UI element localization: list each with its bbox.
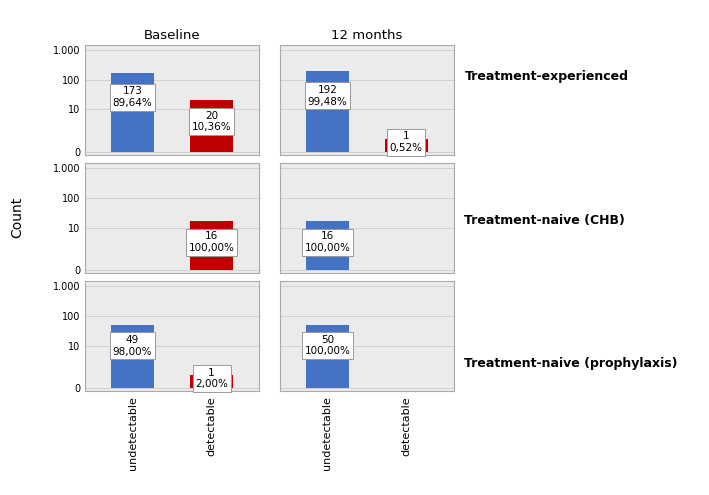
Text: 192
99,48%: 192 99,48% (308, 85, 347, 106)
Text: Count: Count (11, 197, 25, 239)
Title: Baseline: Baseline (144, 29, 201, 42)
Bar (111, 325, 155, 388)
Text: Treatment-experienced: Treatment-experienced (464, 70, 628, 83)
Bar (190, 100, 233, 151)
Text: Treatment-naive (CHB): Treatment-naive (CHB) (464, 214, 625, 227)
Text: 20
10,36%: 20 10,36% (191, 110, 231, 132)
Text: 49
98,00%: 49 98,00% (113, 335, 152, 357)
Title: 12 months: 12 months (331, 29, 403, 42)
Text: 1
0,52%: 1 0,52% (390, 131, 423, 153)
Text: 50
100,00%: 50 100,00% (304, 335, 350, 356)
Text: 16
100,00%: 16 100,00% (304, 232, 350, 253)
Bar (384, 139, 428, 151)
Text: 173
89,64%: 173 89,64% (113, 86, 152, 108)
Text: Treatment-naive (prophylaxis): Treatment-naive (prophylaxis) (464, 357, 678, 370)
Text: 1
2,00%: 1 2,00% (195, 367, 228, 389)
Bar (306, 221, 349, 270)
Bar (111, 73, 155, 151)
Bar (306, 71, 349, 151)
Text: 16
100,00%: 16 100,00% (189, 232, 235, 253)
Bar (190, 221, 233, 270)
Bar (306, 325, 349, 388)
Bar (190, 375, 233, 388)
